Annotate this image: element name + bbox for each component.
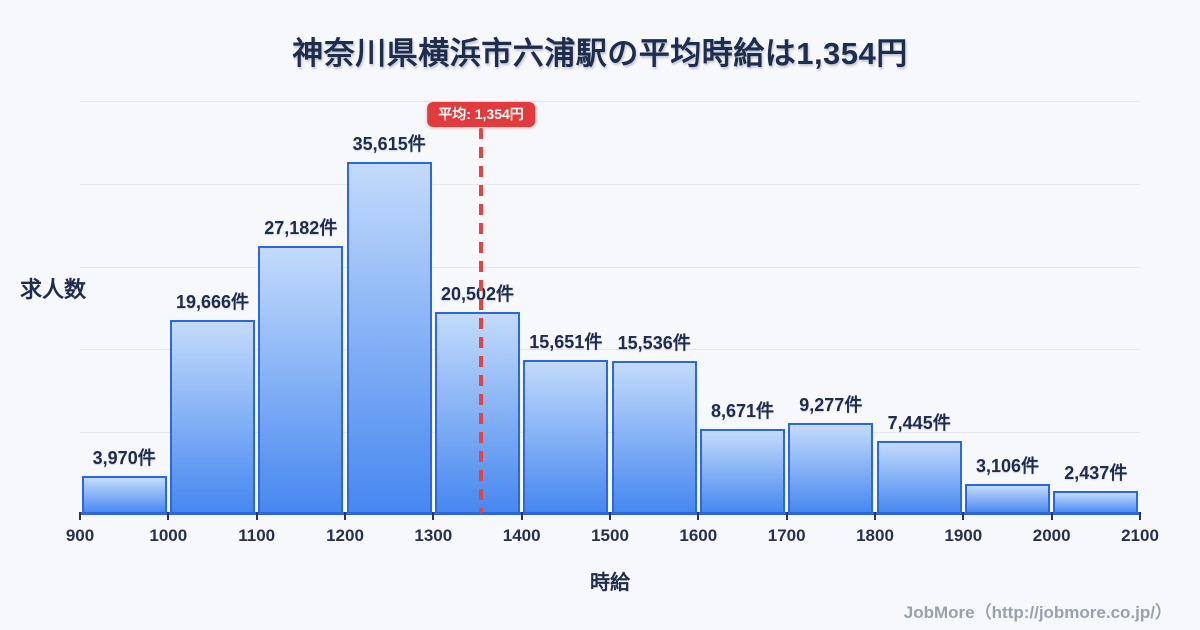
x-tick-mark bbox=[520, 512, 523, 520]
gridline bbox=[80, 432, 1140, 434]
bar-value-label: 19,666件 bbox=[175, 292, 250, 313]
bar bbox=[611, 361, 697, 515]
bar-value-label: 8,671件 bbox=[710, 401, 775, 422]
bar-value-label: 15,651件 bbox=[529, 331, 603, 352]
x-tick-label: 1000 bbox=[149, 526, 188, 545]
plot-area: 3,970件 19,666件 27,182件 35,615件 20,502件 15,651… bbox=[79, 101, 1141, 520]
x-tick-label: 1900 bbox=[944, 526, 983, 545]
x-tick-mark bbox=[874, 512, 876, 520]
x-tick-mark bbox=[609, 512, 611, 520]
x-tick-mark bbox=[255, 512, 258, 520]
average-badge: 平均: 1,354円 bbox=[427, 102, 535, 127]
x-tick-label: 1200 bbox=[326, 526, 364, 545]
bar bbox=[434, 311, 521, 515]
bar-value-label: 3,970件 bbox=[92, 447, 156, 468]
x-tick-label: 2100 bbox=[1121, 526, 1159, 545]
x-tick-mark bbox=[785, 512, 788, 520]
gridline bbox=[80, 266, 1140, 268]
bar bbox=[523, 359, 609, 515]
x-tick-label: 1400 bbox=[502, 526, 541, 545]
x-tick-label: 2000 bbox=[1032, 526, 1071, 545]
x-tick-label: 1100 bbox=[238, 526, 276, 545]
bar bbox=[258, 245, 344, 515]
x-tick-label: 1700 bbox=[767, 526, 806, 545]
x-axis-label: 時給 bbox=[590, 572, 630, 594]
bar bbox=[964, 484, 1051, 515]
x-tick-label: 1600 bbox=[679, 526, 718, 545]
chart-title: 神奈川県横浜市六浦駅の平均時給は1,354円 bbox=[292, 36, 908, 71]
x-tick-mark bbox=[962, 512, 965, 520]
y-axis-label: 求人数 bbox=[20, 277, 87, 302]
gridline bbox=[80, 183, 1140, 185]
bar bbox=[81, 475, 167, 515]
bar-value-label: 27,182件 bbox=[264, 217, 338, 238]
x-tick-mark bbox=[432, 512, 435, 520]
bar-value-label: 20,502件 bbox=[440, 283, 515, 304]
x-tick-mark bbox=[1139, 512, 1141, 520]
average-dashed-line bbox=[479, 128, 483, 513]
bar-value-label: 9,277件 bbox=[799, 395, 863, 416]
x-tick-mark bbox=[167, 512, 170, 520]
bar-value-label: 2,437件 bbox=[1064, 462, 1128, 483]
x-tick-label: 1500 bbox=[591, 526, 629, 545]
gridline bbox=[80, 101, 1140, 102]
x-tick-label: 900 bbox=[65, 526, 95, 545]
x-tick-mark bbox=[344, 512, 346, 520]
bar bbox=[876, 441, 962, 515]
credit-footer: JobMore（http://jobmore.co.jp/） bbox=[903, 603, 1172, 622]
x-tick-label: 1800 bbox=[856, 526, 894, 545]
bar-value-label: 15,536件 bbox=[617, 333, 691, 353]
gridline bbox=[80, 349, 1140, 351]
bar bbox=[788, 423, 874, 515]
bar bbox=[346, 162, 432, 515]
bar-value-label: 7,445件 bbox=[887, 413, 951, 434]
bar-value-label: 3,106件 bbox=[975, 456, 1040, 477]
x-tick-label: 1300 bbox=[414, 526, 453, 545]
bar-value-label: 35,615件 bbox=[352, 134, 426, 154]
bar bbox=[699, 429, 786, 515]
x-tick-mark bbox=[1050, 512, 1053, 520]
x-tick-mark bbox=[79, 512, 81, 520]
x-tick-mark bbox=[697, 512, 700, 520]
bar bbox=[169, 320, 256, 515]
